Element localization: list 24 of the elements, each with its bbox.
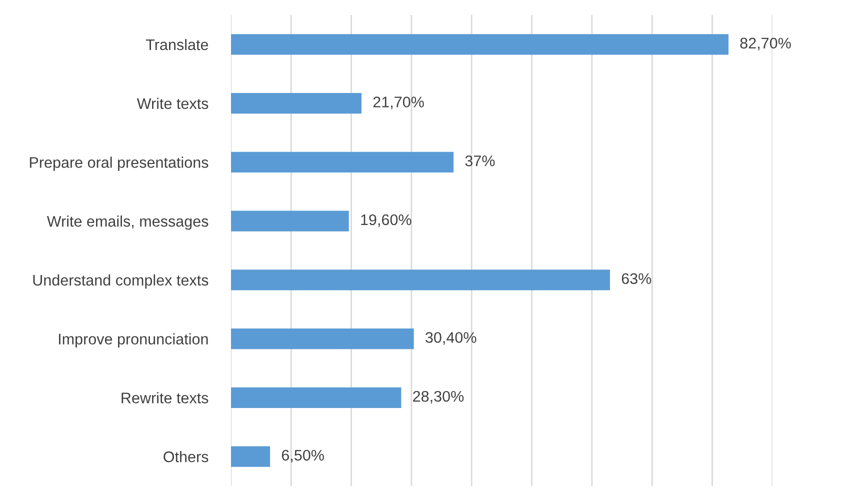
data-label: 37% xyxy=(465,155,495,166)
bar xyxy=(230,152,454,172)
bar xyxy=(230,210,349,232)
data-label: 30,40% xyxy=(426,332,476,345)
y-tick-label: Prepare oral presentations xyxy=(30,156,208,171)
y-tick-label: Write emails, messages xyxy=(46,216,208,230)
data-label: 63% xyxy=(622,273,652,284)
data-label: 82,70% xyxy=(740,38,791,50)
bar xyxy=(230,446,270,467)
y-tick-label: Understand complex texts xyxy=(33,274,208,289)
y-tick-label: Write texts xyxy=(136,98,208,110)
data-label: 19,60% xyxy=(361,214,412,227)
bar xyxy=(230,270,610,290)
data-label: 28,30% xyxy=(413,390,464,404)
bar xyxy=(230,93,362,114)
y-tick-label: Rewrite texts xyxy=(122,392,208,404)
data-label: 21,70% xyxy=(373,96,424,110)
y-tick-label: Translate xyxy=(146,38,208,50)
bar xyxy=(230,387,402,408)
bar xyxy=(230,328,414,350)
y-tick-label: Improve pronunciation xyxy=(58,333,208,348)
data-label: 6,50% xyxy=(282,450,324,462)
y-tick-label: Others xyxy=(164,451,208,462)
bar xyxy=(230,34,728,55)
